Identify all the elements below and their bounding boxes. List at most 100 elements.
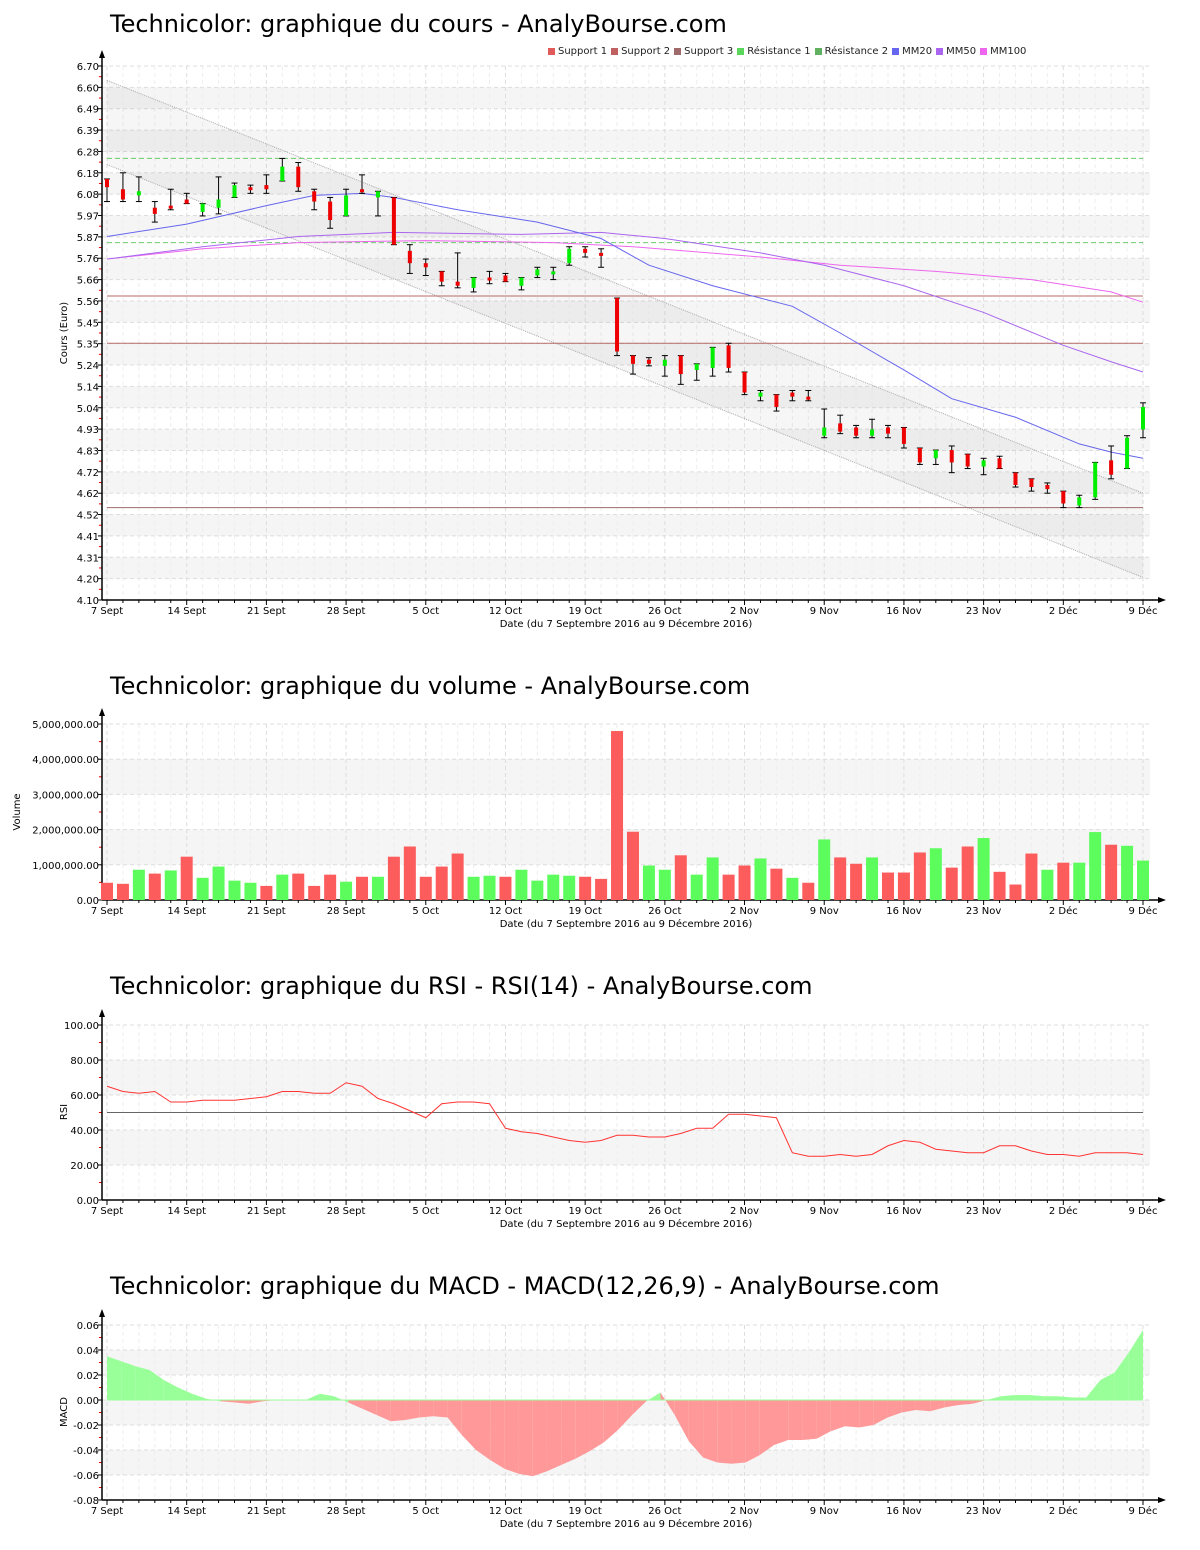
candle [693, 363, 700, 381]
x-tick-label: 2 Nov [730, 906, 759, 917]
candle [438, 270, 445, 287]
y-tick-label: 0.06 [77, 1321, 99, 1332]
candle [135, 176, 142, 203]
volume-bar [993, 871, 1006, 900]
x-axis-title: Date (du 7 Septembre 2016 au 9 Décembre … [500, 918, 753, 930]
macd-area [475, 1400, 491, 1460]
y-tick-label: 6.49 [77, 105, 99, 116]
macd-area [348, 1400, 363, 1409]
candle [1044, 482, 1051, 494]
y-tick-label: 100.00 [64, 1021, 99, 1032]
macd-area [944, 1400, 959, 1408]
x-tick-label: 7 Sept [91, 606, 123, 617]
volume-bar [435, 866, 448, 900]
macd-area [362, 1400, 377, 1415]
macd-area [532, 1400, 547, 1477]
macd-area [1114, 1352, 1129, 1400]
volume-bar [387, 856, 400, 900]
x-tick-label: 23 Nov [966, 1506, 1002, 1517]
candle [183, 192, 190, 205]
candle [853, 424, 860, 439]
x-axis-arrow-icon [1158, 1197, 1166, 1203]
candle [422, 258, 429, 276]
legend-swatch-icon [737, 48, 745, 55]
legend-item-support-1: Support 1 [548, 46, 607, 57]
rsi-chart-title: Technicolor: graphique du RSI - RSI(14) … [110, 972, 813, 1000]
candle [327, 196, 334, 229]
y-tick-label: -0.08 [73, 1496, 99, 1507]
candle [566, 246, 573, 266]
y-tick-label: 4.41 [77, 532, 99, 543]
y-axis-title: RSI [59, 1104, 70, 1120]
candle [518, 277, 525, 291]
x-tick-label: 21 Sept [247, 1506, 286, 1517]
x-tick-label: 26 Oct [648, 906, 681, 917]
x-tick-label: 2 Nov [730, 1206, 759, 1217]
volume-bar [897, 872, 910, 900]
macd-area [334, 1396, 349, 1403]
macd-area [972, 1400, 987, 1404]
volume-bar [595, 878, 608, 900]
legend-swatch-icon [980, 48, 988, 55]
macd-area [646, 1392, 661, 1402]
macd-area [731, 1400, 746, 1464]
volume-bar [850, 863, 863, 900]
y-tick-label: 5.76 [77, 254, 99, 265]
macd-area [660, 1392, 675, 1415]
macd-area [121, 1361, 136, 1400]
y-tick-label: 4.31 [77, 553, 99, 564]
legend-item-r-sistance-2: Résistance 2 [814, 46, 888, 57]
y-tick-label: 5.56 [77, 297, 99, 308]
y-axis-arrow-icon [99, 50, 105, 58]
volume-bar [419, 876, 432, 900]
x-tick-label: 9 Nov [810, 906, 839, 917]
y-tick-label: 0.00 [77, 896, 99, 907]
x-tick-label: 5 Oct [412, 1206, 439, 1217]
candle [980, 457, 987, 476]
x-tick-label: 23 Nov [966, 606, 1002, 617]
x-tick-label: 16 Nov [886, 906, 922, 917]
x-axis-title: Date (du 7 Septembre 2016 au 9 Décembre … [500, 1518, 753, 1530]
macd-area [433, 1400, 448, 1418]
volume-bar [451, 853, 464, 900]
macd-area [248, 1400, 264, 1404]
legend-item-mm50: MM50 [936, 46, 976, 57]
legend-swatch-icon [548, 48, 555, 55]
candle [1124, 435, 1131, 470]
x-tick-label: 5 Oct [412, 606, 439, 617]
y-tick-label: 5,000,000.00 [32, 720, 99, 731]
price-chart: 6.70 6.60 6.49 6.39 6.28 6.18 6.08 5.97 5.87 5.76… [59, 50, 1166, 630]
x-tick-label: 19 Oct [569, 1506, 602, 1517]
legend-item-mm100: MM100 [980, 46, 1026, 57]
x-tick-label: 28 Sept [327, 606, 366, 617]
candle [247, 184, 254, 194]
volume-bar [961, 846, 974, 900]
x-tick-label: 7 Sept [91, 1506, 123, 1517]
macd-area [688, 1400, 704, 1458]
x-tick-label: 12 Oct [489, 606, 522, 617]
macd-area [546, 1400, 562, 1472]
candle [789, 390, 796, 402]
macd-area [177, 1387, 193, 1400]
macd-area [376, 1400, 391, 1422]
volume-bar [674, 855, 687, 900]
volume-bar [467, 876, 480, 900]
x-tick-label: 5 Oct [412, 1506, 439, 1517]
x-tick-label: 26 Oct [648, 1206, 681, 1217]
y-tick-label: 0.00 [77, 1196, 99, 1207]
volume-bar [722, 874, 735, 900]
x-tick-label: 2 Déc [1049, 1205, 1078, 1217]
candle [773, 394, 780, 412]
macd-area [774, 1400, 789, 1445]
y-tick-label: -0.06 [73, 1471, 99, 1482]
macd-area [234, 1400, 249, 1404]
x-tick-label: 9 Déc [1129, 605, 1158, 617]
volume-bar [164, 870, 177, 900]
price-chart-legend: Support 1 Support 2 Support 3 Résistance 1 R… [548, 46, 1026, 57]
macd-area [220, 1400, 235, 1403]
x-tick-label: 2 Nov [730, 606, 759, 617]
x-tick-label: 16 Nov [886, 1206, 922, 1217]
y-tick-label: 80.00 [70, 1056, 99, 1067]
y-tick-label: 40.00 [70, 1126, 99, 1137]
